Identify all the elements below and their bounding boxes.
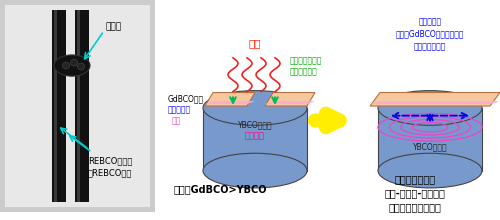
Ellipse shape: [378, 153, 482, 188]
Text: YBCOバルク: YBCOバルク: [238, 121, 272, 130]
Polygon shape: [265, 93, 315, 106]
Text: 融解する: 融解する: [245, 131, 265, 140]
Text: バルク: バルク: [105, 22, 121, 31]
FancyBboxPatch shape: [75, 10, 89, 202]
Polygon shape: [370, 101, 500, 104]
FancyBboxPatch shape: [5, 5, 150, 207]
FancyBboxPatch shape: [203, 108, 307, 170]
FancyBboxPatch shape: [0, 0, 155, 212]
Polygon shape: [265, 101, 315, 104]
FancyBboxPatch shape: [52, 10, 66, 202]
Ellipse shape: [378, 91, 482, 125]
Text: YBCOバルク: YBCOバルク: [412, 142, 448, 151]
Text: GdBCO線材: GdBCO線材: [168, 95, 204, 104]
Text: 線材が融解した
バルクに進入: 線材が融解した バルクに進入: [290, 56, 322, 77]
FancyBboxPatch shape: [54, 10, 57, 202]
Text: 配向: 配向: [172, 116, 181, 125]
FancyBboxPatch shape: [378, 108, 482, 170]
Text: 融点：GdBCO>YBCO: 融点：GdBCO>YBCO: [174, 184, 267, 194]
Ellipse shape: [78, 63, 84, 70]
Ellipse shape: [70, 59, 78, 66]
Text: 加熱: 加熱: [249, 38, 261, 48]
Text: 融解しない: 融解しない: [168, 105, 191, 114]
Polygon shape: [370, 93, 500, 106]
Text: 結晶成長により
線材-バルク-線材間の
超伝導接続が可能に: 結晶成長により 線材-バルク-線材間の 超伝導接続が可能に: [384, 174, 446, 213]
Ellipse shape: [54, 55, 90, 76]
Polygon shape: [205, 93, 255, 106]
Ellipse shape: [203, 91, 307, 125]
Text: 徐冷すると
線材のGdBCO相からバルク
表面に結晶成長: 徐冷すると 線材のGdBCO相からバルク 表面に結晶成長: [396, 17, 464, 51]
Ellipse shape: [62, 62, 70, 69]
FancyBboxPatch shape: [77, 10, 80, 202]
Text: REBCOワイヤ
（REBCO層）: REBCOワイヤ （REBCO層）: [88, 156, 132, 177]
Ellipse shape: [203, 153, 307, 188]
Polygon shape: [205, 101, 255, 104]
